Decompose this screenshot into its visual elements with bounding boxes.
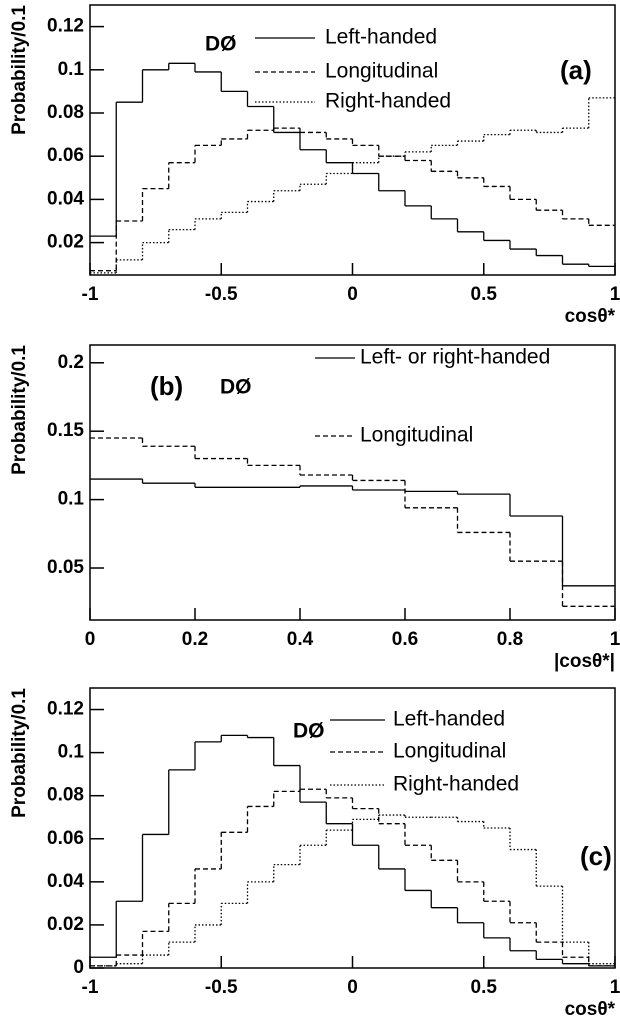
x-tick-label: 0 — [347, 977, 358, 998]
legend-label: Longitudinal — [360, 424, 473, 447]
x-tick-label: 0.6 — [392, 629, 418, 650]
y-tick-label: 0.05 — [47, 557, 84, 578]
legend-label: Left-handed — [325, 26, 437, 49]
annotation: DØ — [205, 33, 237, 56]
y-tick-label: 0.08 — [47, 102, 84, 123]
legend-label: Right-handed — [393, 773, 519, 796]
y-tick-label: 0.1 — [58, 59, 85, 80]
legend-label: Left- or right-handed — [360, 346, 550, 369]
x-tick-label: 0.5 — [471, 284, 498, 305]
x-axis-label: |cosθ*| — [554, 651, 615, 672]
y-tick-label: 0 — [73, 957, 84, 978]
x-axis-label: cosθ* — [565, 999, 616, 1017]
y-tick-label: 0.12 — [47, 699, 84, 720]
x-tick-label: 0 — [85, 629, 96, 650]
y-tick-label: 0.1 — [58, 742, 85, 763]
x-tick-label: 0.8 — [497, 629, 523, 650]
y-tick-label: 0.04 — [47, 871, 84, 892]
x-tick-label: 1 — [610, 977, 620, 998]
panel-label: (c) — [580, 841, 612, 871]
x-tick-label: 0 — [347, 284, 358, 305]
y-tick-label: 0.15 — [47, 420, 84, 441]
y-tick-label: 0.04 — [47, 188, 84, 209]
panel-label: (a) — [560, 55, 592, 85]
y-tick-label: 0.02 — [47, 914, 84, 935]
x-axis-label: cosθ* — [565, 306, 616, 327]
x-tick-label: -1 — [82, 977, 99, 998]
x-tick-label: -0.5 — [205, 284, 238, 305]
y-axis-label: Probability/0.1 — [9, 5, 30, 135]
annotation: DØ — [293, 720, 325, 743]
x-tick-label: -1 — [82, 284, 99, 305]
y-tick-label: 0.06 — [47, 145, 84, 166]
legend-label: Right-handed — [325, 90, 451, 113]
y-tick-label: 0.12 — [47, 16, 84, 37]
y-tick-label: 0.08 — [47, 785, 84, 806]
annotation: DØ — [220, 376, 252, 399]
y-axis-label: Probability/0.1 — [9, 688, 30, 818]
y-tick-label: 0.02 — [47, 232, 84, 253]
panel-label: (b) — [150, 371, 183, 401]
legend-label: Left-handed — [393, 708, 505, 731]
x-tick-label: -0.5 — [205, 977, 238, 998]
y-tick-label: 0.1 — [58, 489, 85, 510]
y-tick-label: 0.2 — [58, 352, 84, 373]
legend-label: Longitudinal — [325, 60, 438, 83]
x-tick-label: 0.5 — [471, 977, 498, 998]
y-tick-label: 0.06 — [47, 828, 84, 849]
x-tick-label: 0.2 — [182, 629, 208, 650]
x-tick-label: 1 — [610, 629, 620, 650]
x-tick-label: 0.4 — [287, 629, 314, 650]
legend-label: Longitudinal — [393, 740, 506, 763]
y-axis-label: Probability/0.1 — [9, 345, 30, 475]
plot-frame — [89, 344, 616, 621]
x-tick-label: 1 — [610, 284, 620, 305]
